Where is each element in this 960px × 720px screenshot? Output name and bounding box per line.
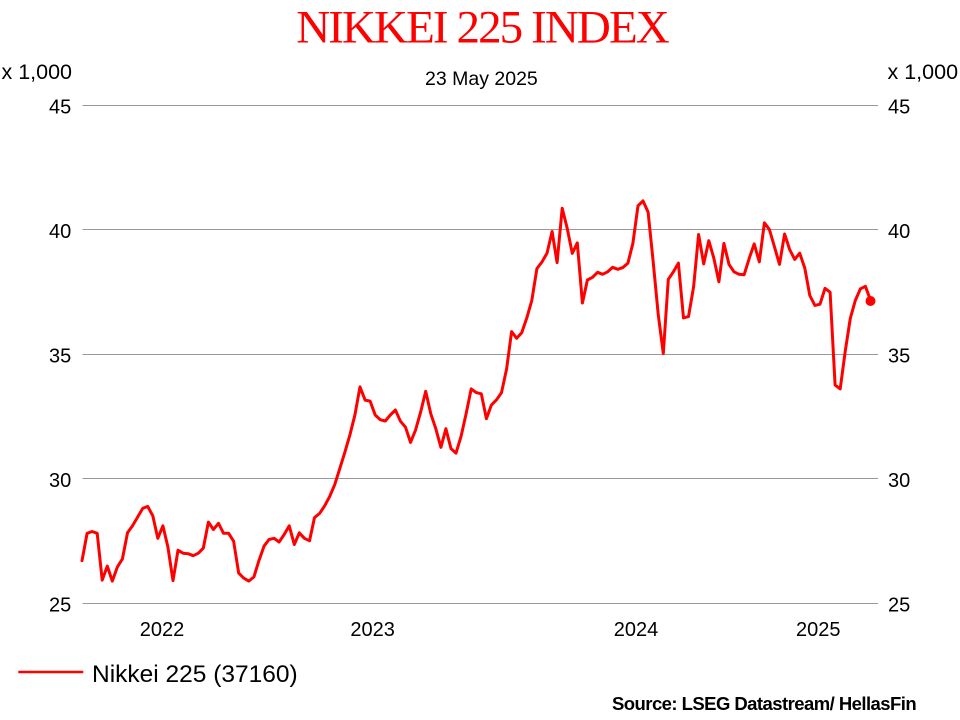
svg-text:x 1,000: x 1,000	[1, 60, 72, 84]
svg-text:23 May 2025: 23 May 2025	[425, 68, 538, 90]
svg-text:35: 35	[49, 346, 71, 368]
svg-text:NIKKEI 225 INDEX: NIKKEI 225 INDEX	[296, 2, 670, 54]
svg-text:40: 40	[49, 221, 71, 243]
svg-text:Source: LSEG Datastream/ Hella: Source: LSEG Datastream/ HellasFin	[612, 693, 916, 714]
svg-text:35: 35	[888, 346, 910, 368]
svg-text:2024: 2024	[614, 619, 659, 641]
svg-text:25: 25	[49, 595, 71, 617]
svg-text:Nikkei 225 (37160): Nikkei 225 (37160)	[92, 661, 298, 688]
svg-text:2023: 2023	[350, 619, 395, 641]
svg-text:2022: 2022	[140, 619, 185, 641]
svg-text:2025: 2025	[796, 619, 841, 641]
svg-text:40: 40	[888, 221, 910, 243]
svg-text:45: 45	[888, 97, 910, 119]
svg-text:30: 30	[888, 470, 910, 492]
svg-text:45: 45	[49, 97, 71, 119]
svg-text:25: 25	[888, 595, 910, 617]
svg-text:x 1,000: x 1,000	[888, 60, 959, 84]
svg-text:30: 30	[49, 470, 71, 492]
